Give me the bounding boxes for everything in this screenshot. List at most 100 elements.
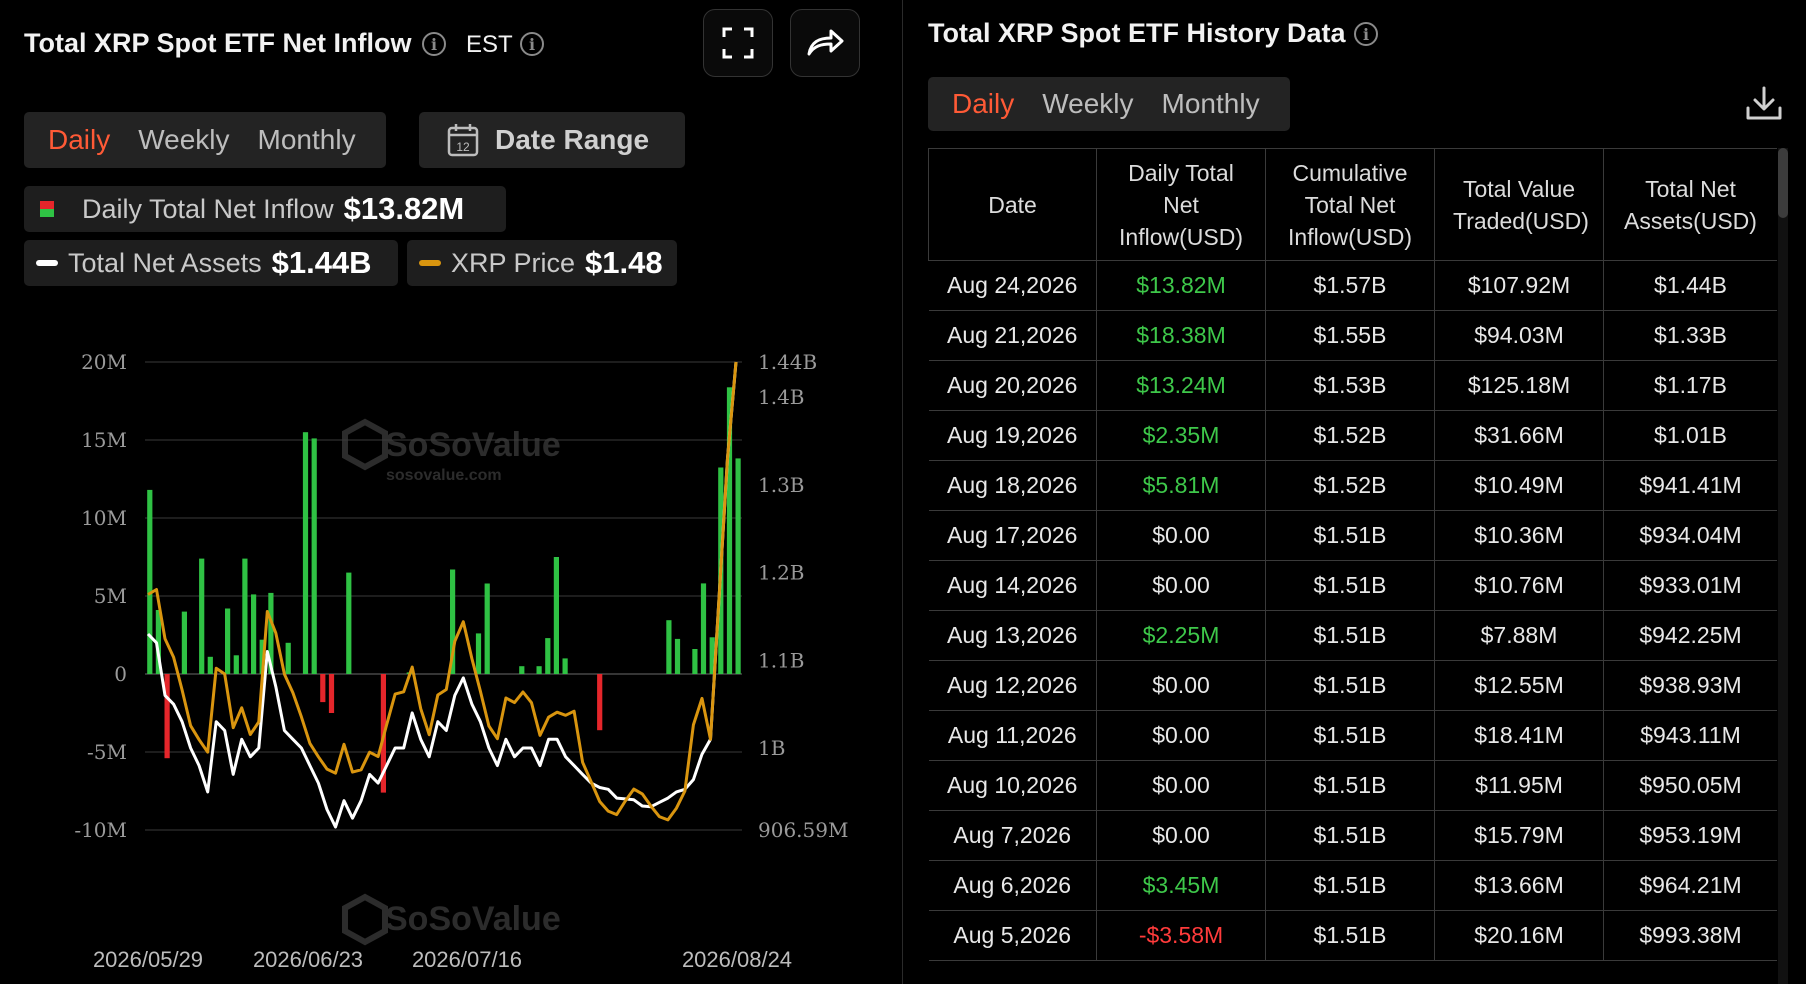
inflow-bar[interactable] (285, 642, 291, 674)
inflow-bar[interactable] (251, 594, 257, 674)
chart-watermark: SoSoValue sosovalue.com SoSoValue (342, 418, 561, 946)
cell-date: Aug 6,2026 (928, 860, 1097, 911)
inflow-bar[interactable] (692, 649, 698, 674)
history-title: Total XRP Spot ETF History Data (928, 18, 1346, 49)
cell-cumulative: $1.51B (1265, 660, 1435, 711)
info-icon[interactable]: i (422, 32, 446, 56)
cell-date: Aug 14,2026 (928, 560, 1097, 611)
chart-title-text: Total XRP Spot ETF Net Inflow (24, 28, 412, 58)
cell-total-traded: $11.95M (1434, 760, 1604, 811)
tab-monthly[interactable]: Monthly (257, 124, 356, 155)
cell-daily-inflow: $0.00 (1096, 710, 1266, 761)
inflow-bar[interactable] (484, 583, 490, 675)
right-axis-tick: 1.3B (758, 473, 805, 497)
inflow-bar[interactable] (268, 592, 274, 674)
history-info-icon[interactable]: i (1354, 22, 1378, 46)
table-row: Aug 10,2026 $0.00 $1.51B $11.95M $950.05M (928, 760, 1777, 811)
cell-cumulative: $1.57B (1265, 260, 1435, 311)
inflow-bar[interactable] (562, 658, 568, 674)
history-tab-weekly[interactable]: Weekly (1042, 88, 1134, 119)
right-axis-tick: 1.1B (758, 648, 805, 672)
cell-date: Aug 17,2026 (928, 510, 1097, 561)
right-axis-tick: 1B (758, 736, 785, 760)
cell-cumulative: $1.55B (1265, 310, 1435, 361)
watermark-brand-2: SoSoValue (385, 900, 561, 938)
left-axis-tick: 10M (81, 506, 127, 530)
download-icon[interactable] (1745, 84, 1783, 122)
history-tab-monthly[interactable]: Monthly (1161, 88, 1260, 119)
price-swatch-icon (419, 260, 441, 266)
cell-daily-inflow: $0.00 (1096, 510, 1266, 561)
inflow-bar[interactable] (597, 674, 603, 731)
inflow-bar[interactable] (259, 639, 265, 674)
inflow-bar[interactable] (225, 608, 231, 675)
table-row: Aug 20,2026 $13.24M $1.53B $125.18M $1.17B (928, 360, 1777, 411)
cell-total-traded: $20.16M (1434, 910, 1604, 961)
inflow-bar[interactable] (199, 558, 205, 674)
inflow-bar[interactable] (346, 572, 352, 674)
col-total-assets: Total Net Assets(USD) (1603, 148, 1777, 261)
cell-cumulative: $1.51B (1265, 910, 1435, 961)
table-row: Aug 24,2026 $13.82M $1.57B $107.92M $1.44B (928, 260, 1777, 311)
date-range-label: Date Range (495, 124, 650, 155)
tab-daily[interactable]: Daily (48, 124, 111, 155)
inflow-bar[interactable] (519, 666, 525, 674)
left-axis-tick: -5M (87, 740, 127, 764)
inflow-bar[interactable] (311, 438, 317, 674)
inflow-bar[interactable] (536, 666, 542, 674)
cell-total-assets: $941.41M (1603, 460, 1777, 511)
inflow-bar[interactable] (302, 432, 309, 674)
inflow-bar[interactable] (674, 638, 681, 674)
legend-daily-inflow: Daily Total Net Inflow $13.82M (24, 186, 506, 232)
inflow-legend-value: $13.82M (343, 191, 465, 226)
inflow-bar[interactable] (475, 633, 482, 674)
inflow-swatch-icon (40, 201, 54, 217)
inflow-bar[interactable] (553, 557, 559, 674)
inflow-bar[interactable] (233, 655, 239, 674)
x-axis-tick: 2026/05/29 (93, 947, 203, 972)
table-scrollbar-thumb[interactable] (1778, 148, 1788, 218)
cell-daily-inflow: -$3.58M (1096, 910, 1266, 961)
table-header-row: Date Daily Total Net Inflow(USD) Cumulat… (928, 148, 1777, 261)
inflow-bar[interactable] (709, 637, 715, 674)
inflow-bar[interactable] (155, 610, 161, 674)
inflow-bar[interactable] (735, 458, 741, 674)
inflow-bar[interactable] (242, 558, 248, 674)
inflow-bar[interactable] (320, 674, 326, 703)
inflow-bar[interactable] (666, 620, 672, 674)
cell-date: Aug 19,2026 (928, 410, 1097, 461)
inflow-bar[interactable] (147, 489, 153, 674)
inflow-bar[interactable] (328, 674, 335, 713)
inflow-bar[interactable] (545, 638, 551, 674)
cell-date: Aug 10,2026 (928, 760, 1097, 811)
table-scrollbar-track[interactable] (1778, 148, 1788, 984)
share-button[interactable] (790, 9, 860, 77)
cell-total-traded: $10.49M (1434, 460, 1604, 511)
cell-daily-inflow: $2.35M (1096, 410, 1266, 461)
inflow-bar[interactable] (164, 674, 170, 759)
date-range-button[interactable]: 12 Date Range (419, 112, 685, 168)
inflow-bar[interactable] (181, 611, 187, 674)
history-period-tabs: Daily Weekly Monthly (928, 77, 1290, 131)
right-axis-tick: 1.2B (758, 561, 805, 585)
assets-legend-label: Total Net Assets (68, 247, 262, 278)
cell-date: Aug 24,2026 (928, 260, 1097, 311)
tab-weekly[interactable]: Weekly (138, 124, 230, 155)
inflow-bar[interactable] (726, 387, 733, 674)
watermark-url: sosovalue.com (386, 467, 502, 484)
cell-total-traded: $12.55M (1434, 660, 1604, 711)
cell-date: Aug 20,2026 (928, 360, 1097, 411)
timezone-info-icon[interactable]: i (520, 32, 544, 56)
cell-daily-inflow: $13.82M (1096, 260, 1266, 311)
left-axis-tick: 0 (114, 662, 127, 686)
history-tab-daily[interactable]: Daily (952, 88, 1015, 119)
inflow-bar[interactable] (450, 569, 456, 675)
fullscreen-button[interactable] (703, 9, 773, 77)
cell-total-assets: $1.01B (1603, 410, 1777, 461)
inflow-chart: SoSoValue sosovalue.com SoSoValue 20M 15M… (74, 350, 848, 972)
inflow-bar[interactable] (207, 656, 213, 674)
cell-total-assets: $953.19M (1603, 810, 1777, 861)
legend-total-assets: Total Net Assets $1.44B (24, 240, 398, 286)
left-axis-tick: 5M (94, 584, 127, 608)
inflow-bar[interactable] (700, 583, 707, 674)
